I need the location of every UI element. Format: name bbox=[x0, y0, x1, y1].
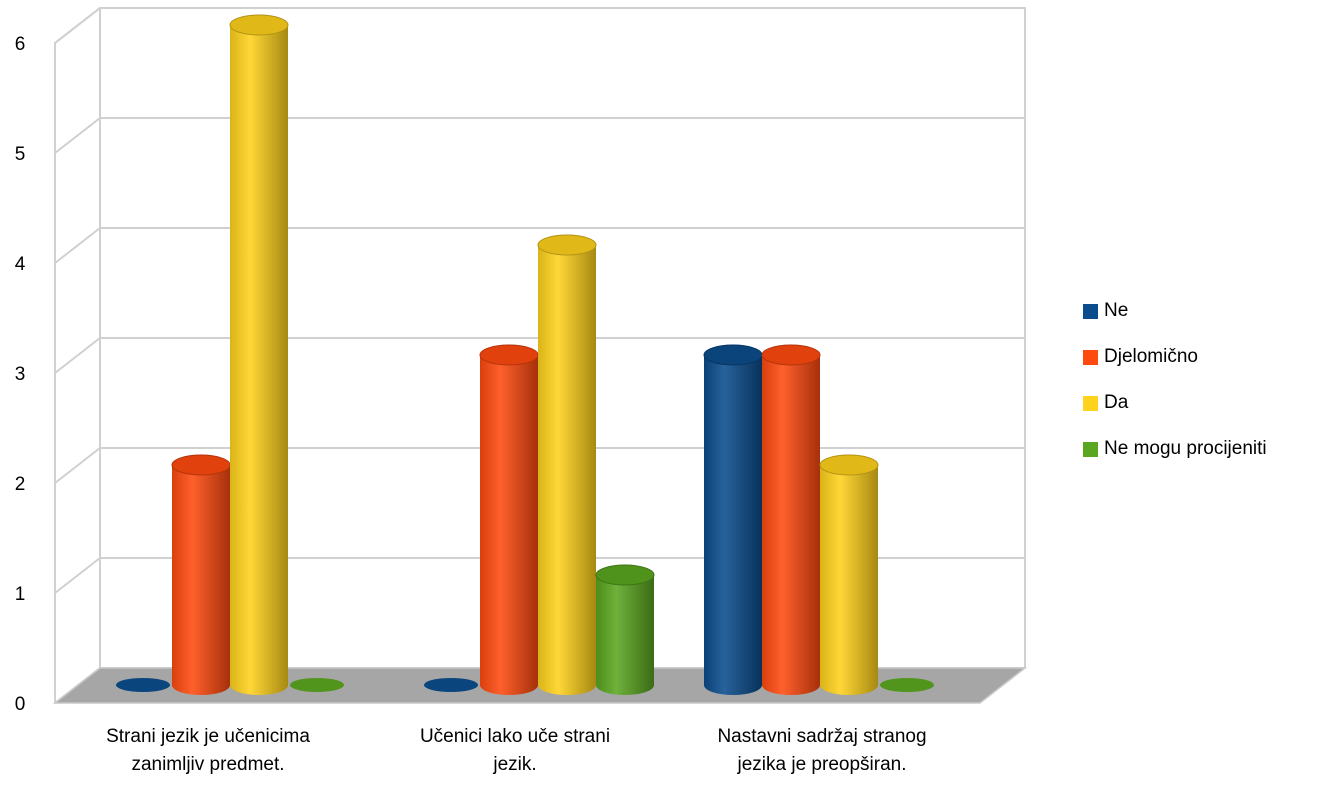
bars bbox=[116, 14, 934, 695]
bar-top-1-0 bbox=[171, 454, 231, 476]
y-tick-label-5: 5 bbox=[15, 144, 26, 165]
y-tick-label-3: 3 bbox=[15, 364, 26, 385]
gridline-4 bbox=[54, 227, 1025, 264]
x-tick-label-1: Učenici lako uče strani jezik. bbox=[375, 723, 655, 779]
bar-flat-0-1 bbox=[424, 678, 478, 692]
bar-2-1 bbox=[537, 234, 597, 695]
legend-label-djelomicno: Djelomično bbox=[1104, 346, 1198, 367]
bar-top-3-1 bbox=[595, 564, 655, 586]
x-tick-label-2-line-1: jezika je preopširan. bbox=[737, 754, 907, 775]
legend-swatch-da bbox=[1083, 395, 1098, 411]
legend-swatch-ne bbox=[1083, 303, 1098, 319]
bar-body-3-1 bbox=[596, 575, 654, 695]
bar-body-2-0 bbox=[230, 25, 288, 695]
legend-swatch-ne-mogu-procijeniti bbox=[1083, 441, 1098, 457]
x-tick-label-1-line-1: jezik. bbox=[493, 754, 537, 775]
legend: Ne Djelomično Da Ne mogu procijeniti bbox=[1083, 300, 1267, 484]
gridline-5 bbox=[54, 117, 1025, 154]
y-tick-label-6: 6 bbox=[15, 34, 26, 55]
y-axis-ticks: 0 1 2 3 4 5 6 bbox=[15, 34, 26, 715]
bar-2-0 bbox=[229, 14, 289, 695]
y-tick-label-2: 2 bbox=[15, 474, 26, 495]
bar-top-1-2 bbox=[761, 344, 821, 366]
gridline-3 bbox=[54, 337, 1025, 374]
bar-3-2 bbox=[880, 678, 934, 692]
x-tick-label-0-line-1: zanimljiv predmet. bbox=[131, 754, 285, 775]
bar-0-1 bbox=[424, 678, 478, 692]
bar-top-2-0 bbox=[229, 14, 289, 36]
bar-3-1 bbox=[595, 564, 655, 695]
y-tick-label-4: 4 bbox=[15, 254, 26, 275]
bar-0-2 bbox=[703, 344, 763, 695]
bar-top-1-1 bbox=[479, 344, 539, 366]
bar-body-1-0 bbox=[172, 465, 230, 695]
legend-label-ne-mogu-procijeniti: Ne mogu procijeniti bbox=[1104, 438, 1267, 459]
x-tick-label-0-line-0: Strani jezik je učenicima bbox=[106, 726, 310, 747]
legend-item-ne: Ne bbox=[1083, 300, 1267, 322]
legend-item-da: Da bbox=[1083, 392, 1267, 414]
bar-3-0 bbox=[290, 678, 344, 692]
bar-1-0 bbox=[171, 454, 231, 695]
x-tick-label-0: Strani jezik je učenicima zanimljiv predm… bbox=[68, 723, 348, 779]
legend-item-djelomicno: Djelomično bbox=[1083, 346, 1267, 368]
x-tick-label-1-line-0: Učenici lako uče strani bbox=[419, 726, 611, 747]
bar-2-2 bbox=[819, 454, 879, 695]
legend-swatch-djelomicno bbox=[1083, 349, 1098, 365]
y-tick-label-0: 0 bbox=[15, 694, 26, 715]
x-tick-label-2-line-0: Nastavni sadržaj stranog bbox=[717, 726, 927, 747]
bar-1-1 bbox=[479, 344, 539, 695]
bar-top-2-1 bbox=[537, 234, 597, 256]
bar-0-0 bbox=[116, 678, 170, 692]
bar-body-0-2 bbox=[704, 355, 762, 695]
bar-top-2-2 bbox=[819, 454, 879, 476]
bar-body-2-2 bbox=[820, 465, 878, 695]
y-tick-label-1: 1 bbox=[15, 584, 26, 605]
x-tick-label-2: Nastavni sadržaj stranog jezika je preopš… bbox=[682, 723, 962, 779]
bar-flat-0-0 bbox=[116, 678, 170, 692]
legend-item-ne-mogu-procijeniti: Ne mogu procijeniti bbox=[1083, 438, 1267, 460]
bar-flat-3-0 bbox=[290, 678, 344, 692]
gridline-6 bbox=[54, 7, 1025, 44]
bar-1-2 bbox=[761, 344, 821, 695]
bar-body-2-1 bbox=[538, 245, 596, 695]
legend-label-da: Da bbox=[1104, 392, 1129, 413]
bar-body-1-2 bbox=[762, 355, 820, 695]
legend-label-ne: Ne bbox=[1104, 300, 1129, 321]
bar-body-1-1 bbox=[480, 355, 538, 695]
bar-top-0-2 bbox=[703, 344, 763, 366]
bar-flat-3-2 bbox=[880, 678, 934, 692]
